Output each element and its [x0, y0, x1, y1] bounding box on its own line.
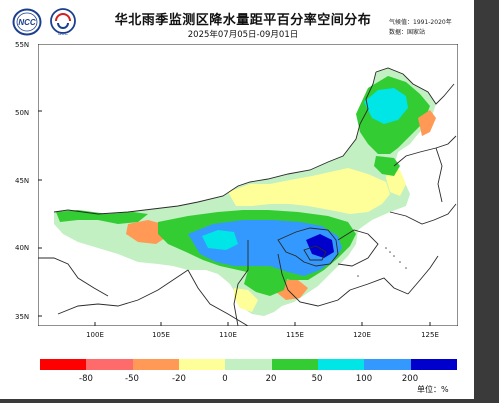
- region-green-west: [56, 210, 148, 224]
- bcc-logo-text: BCC: [58, 31, 68, 36]
- precipitation-anomaly-map: [38, 44, 458, 326]
- region-yellow-south: [234, 288, 258, 312]
- lat-label-50n: 50N: [15, 109, 30, 117]
- region-lightgreen-west: [68, 228, 118, 242]
- lon-label-100e: 100E: [86, 331, 104, 339]
- province-borders: [38, 67, 457, 326]
- region-green-south: [244, 270, 288, 296]
- lat-label-40n: 40N: [15, 244, 30, 252]
- legend-color-cell: [271, 359, 318, 370]
- legend-colorbar: [40, 359, 457, 370]
- legend-color-cell: [317, 359, 365, 370]
- legend-label: 0: [222, 374, 228, 384]
- lat-label-55n: 55N: [15, 41, 30, 49]
- legend-color-cell: [225, 359, 272, 370]
- region-orange-ne: [418, 110, 436, 136]
- legend-color-cell: [40, 359, 87, 370]
- lon-label-110e: 110E: [219, 331, 237, 339]
- legend-color-cell: [86, 359, 133, 370]
- climate-period: 气候值：1991-2020年: [389, 19, 452, 26]
- legend-label: 20: [265, 374, 277, 384]
- lon-label-125e: 125E: [421, 331, 439, 339]
- legend-label: 100: [355, 374, 373, 384]
- legend-label: 50: [311, 374, 323, 384]
- ncc-logo-text: NCC: [18, 18, 36, 27]
- lat-label-35n: 35N: [15, 313, 30, 321]
- legend-unit: 单位：%: [417, 385, 449, 394]
- region-cyan-north: [364, 88, 408, 124]
- map-title: 华北雨季监测区降水量距平百分率空间分布: [114, 13, 372, 28]
- lon-label-115e: 115E: [286, 331, 304, 339]
- lat-label-45n: 45N: [15, 177, 30, 185]
- right-dark-strip: [474, 0, 499, 403]
- ncc-logo: NCC: [12, 8, 42, 36]
- map-subtitle: 2025年07月05日-09月01日: [187, 30, 299, 40]
- legend-label: 200: [401, 374, 419, 384]
- legend-color-cell: [178, 359, 226, 370]
- legend-label: -80: [79, 374, 93, 384]
- bottom-dark-strip: [0, 399, 499, 403]
- bcc-logo: BCC: [48, 8, 78, 36]
- axis-ticks: [38, 44, 431, 326]
- coastline-dots: [357, 247, 407, 277]
- region-green-east: [374, 156, 400, 176]
- lon-label-120e: 120E: [353, 331, 371, 339]
- legend-color-cell: [364, 359, 411, 370]
- region-darkblue-centre: [306, 234, 334, 258]
- lon-label-105e: 105E: [152, 331, 170, 339]
- legend-label: -50: [125, 374, 139, 384]
- legend-color-cell: [410, 359, 457, 370]
- data-source: 数据：国家站: [389, 29, 426, 36]
- legend-color-cell: [132, 359, 179, 370]
- legend-label: -20: [172, 374, 186, 384]
- region-orange-west: [126, 220, 168, 244]
- region-cyan-centre: [202, 230, 238, 250]
- region-yellow-mid: [228, 168, 390, 214]
